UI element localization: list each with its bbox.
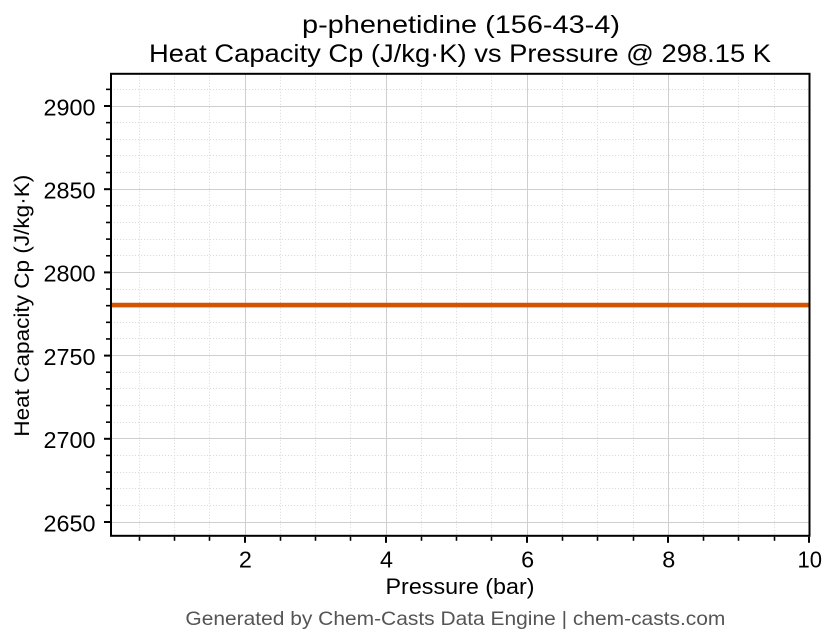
svg-text:2750: 2750 bbox=[44, 344, 96, 370]
svg-text:Generated by Chem-Casts Data E: Generated by Chem-Casts Data Engine | ch… bbox=[185, 608, 725, 630]
svg-text:2: 2 bbox=[239, 547, 252, 573]
svg-text:6: 6 bbox=[521, 547, 534, 573]
svg-text:2800: 2800 bbox=[44, 261, 96, 287]
svg-text:10: 10 bbox=[798, 547, 823, 573]
svg-text:Heat Capacity Cp (J/kg·K) vs P: Heat Capacity Cp (J/kg·K) vs Pressure @ … bbox=[149, 40, 771, 68]
svg-text:2900: 2900 bbox=[44, 94, 96, 120]
svg-text:8: 8 bbox=[662, 547, 675, 573]
svg-text:2850: 2850 bbox=[44, 178, 96, 204]
svg-text:4: 4 bbox=[380, 547, 393, 573]
svg-text:Pressure (bar): Pressure (bar) bbox=[386, 574, 535, 599]
svg-text:2650: 2650 bbox=[44, 510, 96, 536]
svg-text:p-phenetidine (156-43-4): p-phenetidine (156-43-4) bbox=[302, 11, 620, 39]
svg-text:2700: 2700 bbox=[44, 427, 96, 453]
svg-text:Heat Capacity Cp (J/kg·K): Heat Capacity Cp (J/kg·K) bbox=[11, 175, 34, 437]
